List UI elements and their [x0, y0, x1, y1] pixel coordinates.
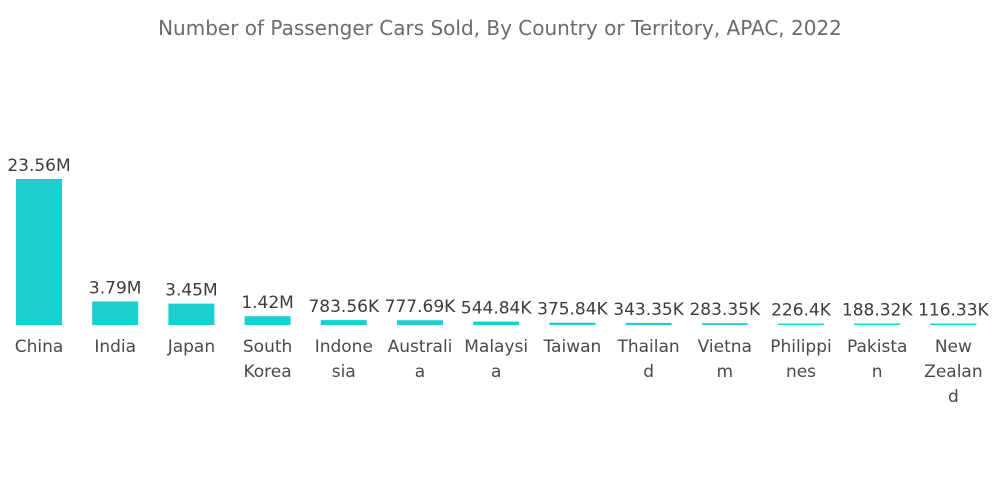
bar-india — [92, 301, 139, 325]
x-tick-label: Vietna m — [698, 337, 752, 382]
bar-china — [16, 179, 62, 325]
data-label: 1.42M — [241, 293, 294, 313]
data-label: 777.69K — [385, 297, 456, 317]
data-label: 343.35K — [613, 300, 684, 320]
bar-japan — [168, 303, 215, 325]
data-label: 226.4K — [771, 301, 832, 321]
x-tick-label: Pakista n — [847, 337, 907, 382]
data-label: 116.33K — [918, 301, 989, 321]
bar-taiwan — [549, 322, 596, 325]
bar-malaysia — [473, 321, 520, 325]
x-tick-label: Philippi nes — [770, 337, 832, 382]
data-label: 283.35K — [689, 300, 760, 320]
x-tick-label: New Zealan d — [924, 337, 982, 407]
x-tick-label: Indone sia — [315, 337, 373, 382]
data-label: 3.45M — [165, 281, 218, 301]
x-tick-label: Thailan d — [616, 337, 679, 382]
x-tick-label: Taiwan — [542, 337, 601, 357]
bar-south-korea — [244, 316, 291, 325]
data-label: 3.79M — [89, 279, 142, 299]
x-tick-label: Malaysi a — [464, 337, 528, 382]
bar-philippines — [778, 323, 824, 325]
data-label: 544.84K — [461, 299, 532, 319]
data-label: 188.32K — [842, 301, 913, 321]
x-tick-label: Japan — [167, 337, 215, 357]
x-tick-label: India — [94, 337, 136, 357]
chart-title: Number of Passenger Cars Sold, By Countr… — [158, 16, 842, 40]
data-label: 375.84K — [537, 300, 608, 320]
bar-pakistan — [854, 323, 901, 325]
bar-vietnam — [701, 323, 748, 325]
x-tick-label: South Korea — [243, 337, 292, 382]
x-tick-label: Australi a — [388, 337, 453, 382]
data-label: 783.56K — [308, 297, 379, 317]
x-tick-label: China — [15, 337, 64, 357]
bar-indonesia — [320, 320, 367, 325]
bar-australia — [397, 320, 443, 325]
bar-new-zealand — [930, 323, 977, 325]
data-label: 23.56M — [7, 156, 70, 176]
bar-thailand — [625, 322, 672, 325]
